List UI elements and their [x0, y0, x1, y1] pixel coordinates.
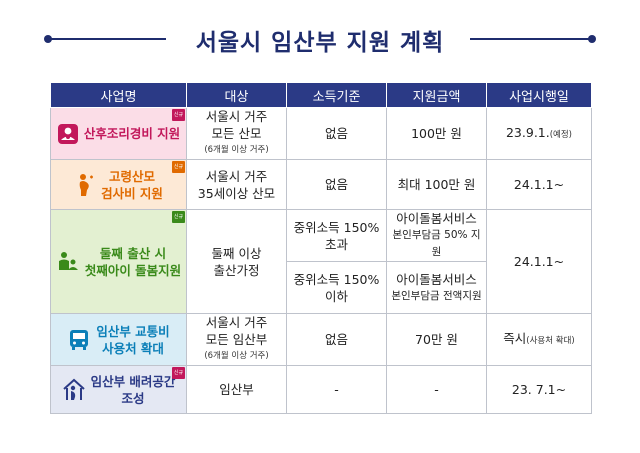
- target-line: 서울시 거주: [205, 168, 268, 184]
- business-name-line: 검사비 지원: [101, 185, 163, 201]
- income-line: 중위소득 150%: [293, 219, 380, 235]
- date-cell: 24.1.1~: [486, 159, 592, 210]
- amount-cell: 100만 원: [386, 107, 487, 160]
- amount-cell: -: [386, 365, 487, 414]
- target-cell: 임산부: [186, 365, 287, 414]
- business-name-line: 고령산모: [108, 168, 155, 184]
- amount-line: 아이돌봄서비스: [396, 271, 477, 287]
- target-line: 모든 산모: [211, 126, 262, 141]
- business-name: 임산부 교통비 사용처 확대: [96, 323, 169, 357]
- target-note: (6개월 이상 거주): [204, 351, 269, 361]
- table-row: 신규 둘째 출산 시 첫째아이 돌봄지원: [50, 209, 592, 314]
- business-name-line: 임산부 배려공간: [90, 373, 176, 389]
- pregnant-woman-icon: [74, 173, 96, 197]
- title-rule-left: [48, 38, 166, 40]
- amount-line: 아이돌봄서비스: [396, 211, 477, 226]
- table-header-row: 사업명 대상 소득기준 지원금액 사업시행일: [50, 82, 592, 108]
- business-name-line: 임산부 교통비: [96, 323, 170, 339]
- business-name: 고령산모 검사비 지원: [101, 168, 163, 202]
- business-name-line: 조성: [121, 390, 145, 406]
- date-cell: 24.1.1~: [486, 209, 592, 314]
- table-row: 신규 임산부 배려공간 조성: [50, 365, 592, 414]
- date-note: (사용처 확대): [526, 335, 575, 346]
- income-cell: -: [286, 365, 387, 414]
- business-name-line: 둘째 출산 시: [99, 245, 167, 261]
- income-cell: 없음: [286, 107, 387, 160]
- amount-cell: 70만 원: [386, 313, 487, 366]
- target-line: 둘째 이상: [211, 245, 262, 261]
- target-cell: 서울시 거주 35세이상 산모: [186, 159, 287, 210]
- income-cell: 중위소득 150% 이하: [286, 261, 387, 314]
- new-badge: 신규: [172, 109, 185, 121]
- table-row: 신규 산후조리경비 지원 서울시 거주 모든 산모: [50, 107, 592, 160]
- table-row: 신규 고령산모 검사비 지원 서울시 거주: [50, 159, 592, 210]
- header-income: 소득기준: [286, 82, 387, 108]
- income-line: 이하: [324, 288, 348, 304]
- business-cell: 신규 고령산모 검사비 지원: [50, 159, 187, 210]
- target-note: (6개월 이상 거주): [204, 145, 269, 155]
- amount-cell: 아이돌봄서비스 본인부담금 50% 지원: [386, 209, 487, 262]
- target-line: 35세이상 산모: [197, 185, 276, 201]
- amount-line: 본인부담금 50% 지원: [392, 229, 481, 258]
- business-cell: 신규 산후조리경비 지원: [50, 107, 187, 160]
- header-business: 사업명: [50, 82, 187, 108]
- new-badge: 신규: [172, 161, 185, 173]
- target-cell: 둘째 이상 출산가정: [186, 209, 287, 314]
- date-value: 즉시: [503, 330, 527, 346]
- business-cell: 신규 둘째 출산 시 첫째아이 돌봄지원: [50, 209, 187, 314]
- business-cell: 신규 임산부 배려공간 조성: [50, 365, 187, 414]
- amount-cell: 아이돌봄서비스 본인부담금 전액지원: [386, 261, 487, 314]
- amount-cell: 최대 100만 원: [386, 159, 487, 210]
- baby-care-icon: [57, 123, 79, 145]
- bus-icon: [67, 328, 91, 352]
- header-target: 대상: [186, 82, 287, 108]
- business-name: 산후조리경비 지원: [83, 126, 181, 141]
- income-cell: 중위소득 150% 초과: [286, 209, 387, 262]
- header-date: 사업시행일: [486, 82, 592, 108]
- income-line: 중위소득 150%: [293, 271, 380, 287]
- table-row: 중위소득 150% 이하 아이돌봄서비스 본인부담금 전액지원: [51, 261, 592, 314]
- title-bar: 서울시 임산부 지원 계획: [0, 18, 640, 58]
- amount-line: 본인부담금 전액지원: [391, 289, 482, 302]
- title-rule-right: [470, 38, 592, 40]
- business-cell: 임산부 교통비 사용처 확대: [50, 313, 187, 366]
- target-line: 서울시 거주: [205, 315, 268, 330]
- support-plan-table: 사업명 대상 소득기준 지원금액 사업시행일 신규: [50, 82, 592, 414]
- header-amount: 지원금액: [386, 82, 487, 108]
- business-name-line: 사용처 확대: [102, 340, 164, 356]
- target-line: 서울시 거주: [205, 109, 268, 124]
- target-line: 모든 임산부: [205, 332, 268, 347]
- date-cell: 23. 7.1~: [486, 365, 592, 414]
- date-note: (예정): [549, 129, 572, 140]
- target-cell: 서울시 거주 모든 산모 (6개월 이상 거주): [186, 107, 287, 160]
- table-row: 임산부 교통비 사용처 확대 서울시 거주 모든 임산부 (6개월 이상 거주)…: [50, 313, 592, 366]
- new-badge: 신규: [172, 211, 185, 223]
- income-line: 초과: [324, 236, 348, 252]
- business-name-line: 첫째아이 돌봄지원: [84, 262, 182, 278]
- income-cell: 없음: [286, 159, 387, 210]
- business-name: 둘째 출산 시 첫째아이 돌봄지원: [85, 245, 181, 279]
- target-line: 출산가정: [213, 262, 260, 278]
- business-name: 임산부 배려공간 조성: [91, 373, 176, 407]
- new-badge: 신규: [172, 367, 185, 379]
- date-value: 23.9.1.: [505, 124, 550, 140]
- home-pregnant-icon: [62, 378, 86, 402]
- target-cell: 서울시 거주 모든 임산부 (6개월 이상 거주): [186, 313, 287, 366]
- page-title: 서울시 임산부 지원 계획: [195, 30, 445, 56]
- date-cell: 즉시(사용처 확대): [486, 313, 592, 366]
- title-dot-right: [588, 35, 596, 43]
- income-cell: 없음: [286, 313, 387, 366]
- date-cell: 23.9.1.(예정): [486, 107, 592, 160]
- child-care-icon: [56, 250, 80, 274]
